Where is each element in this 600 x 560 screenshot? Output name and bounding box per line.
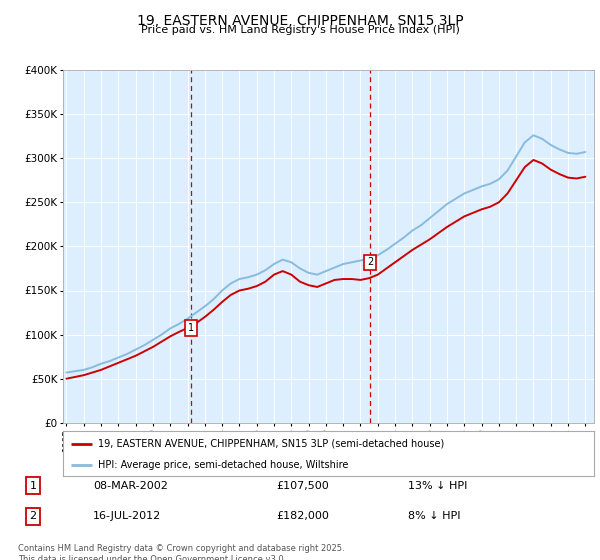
Text: Contains HM Land Registry data © Crown copyright and database right 2025.
This d: Contains HM Land Registry data © Crown c…	[18, 544, 344, 560]
Text: 8% ↓ HPI: 8% ↓ HPI	[408, 511, 461, 521]
Text: 2: 2	[367, 257, 373, 267]
Text: 1: 1	[29, 480, 37, 491]
Text: £182,000: £182,000	[276, 511, 329, 521]
Text: 19, EASTERN AVENUE, CHIPPENHAM, SN15 3LP: 19, EASTERN AVENUE, CHIPPENHAM, SN15 3LP	[137, 14, 463, 28]
Text: 13% ↓ HPI: 13% ↓ HPI	[408, 480, 467, 491]
Text: Price paid vs. HM Land Registry's House Price Index (HPI): Price paid vs. HM Land Registry's House …	[140, 25, 460, 35]
Text: 1: 1	[188, 323, 194, 333]
Text: HPI: Average price, semi-detached house, Wiltshire: HPI: Average price, semi-detached house,…	[98, 460, 348, 470]
Text: 08-MAR-2002: 08-MAR-2002	[93, 480, 168, 491]
Text: 19, EASTERN AVENUE, CHIPPENHAM, SN15 3LP (semi-detached house): 19, EASTERN AVENUE, CHIPPENHAM, SN15 3LP…	[98, 438, 444, 449]
Text: £107,500: £107,500	[276, 480, 329, 491]
Text: 16-JUL-2012: 16-JUL-2012	[93, 511, 161, 521]
Text: 2: 2	[29, 511, 37, 521]
